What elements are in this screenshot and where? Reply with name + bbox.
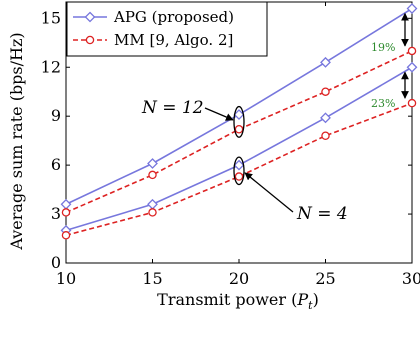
data-point-apg [406, 3, 418, 14]
data-point-mm [148, 170, 157, 180]
data-point-mm [61, 208, 71, 217]
data-point-mm [148, 208, 157, 217]
n4-arrow [244, 172, 294, 213]
gain-n12-label: 19% [371, 41, 395, 54]
legend-box [66, 1, 268, 57]
x-axis-label: Transmit power (Pt) [157, 290, 319, 312]
data-point-mm [321, 87, 330, 96]
legend-marker-mm [85, 35, 95, 45]
x-tick-label: 30 [402, 269, 420, 288]
n12-group-ellipse [233, 105, 245, 138]
data-point-apg [60, 198, 72, 210]
y-tick-label: 0 [51, 253, 61, 272]
y-axis-label: Average sum rate (bps/Hz) [7, 32, 26, 250]
x-tick-label: 25 [315, 269, 335, 288]
series-line-apg-2 [65, 66, 413, 232]
y-tick-label: 12 [41, 57, 61, 76]
legend-label-apg: APG (proposed) [113, 8, 234, 26]
y-tick-label: 3 [51, 204, 61, 223]
n4-label: N = 4 [296, 204, 348, 224]
data-point-apg [406, 61, 418, 73]
x-tick-label: 20 [229, 269, 249, 288]
data-point-apg [320, 112, 331, 124]
data-point-apg [320, 56, 331, 68]
data-point-mm [321, 131, 330, 141]
data-point-apg [147, 198, 158, 210]
legend-marker-apg [84, 11, 96, 23]
y-tick-label: 6 [51, 155, 61, 174]
data-point-mm [61, 231, 71, 240]
y-tick-label: 15 [41, 8, 61, 27]
x-tick-label: 10 [56, 269, 76, 288]
legend: APG (proposed) MM [9, Algo. 2] [66, 1, 268, 57]
data-point-apg [233, 109, 245, 120]
legend-label-mm: MM [9, Algo. 2] [114, 31, 233, 49]
plot-area: 10 15 20 25 30 0 3 6 9 12 15 [41, 1, 420, 288]
x-tick-label: 15 [142, 269, 162, 288]
data-point-mm [407, 98, 417, 108]
data-point-mm [234, 124, 244, 134]
n4-group-ellipse [233, 156, 245, 186]
annotations: N = 12 N = 4 19% 23% [141, 41, 395, 224]
series-line-mm-3 [65, 102, 413, 237]
y-tick-label: 9 [51, 106, 61, 125]
data-point-apg [147, 158, 158, 169]
n12-arrow [204, 107, 234, 121]
data-point-mm [234, 172, 244, 181]
data-point-mm [407, 46, 417, 56]
gain-n4-label: 23% [371, 97, 395, 110]
data-point-apg [233, 159, 245, 171]
n12-label: N = 12 [141, 98, 204, 118]
